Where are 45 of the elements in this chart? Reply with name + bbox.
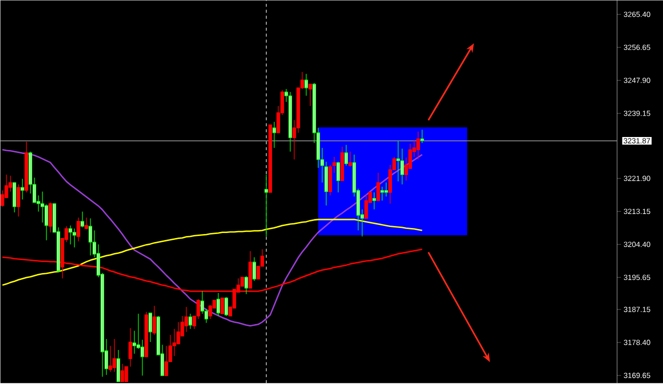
candlestick (48, 202, 52, 233)
candlestick (288, 92, 292, 152)
candlestick (88, 218, 92, 256)
candlestick (144, 312, 148, 358)
candlestick (76, 217, 80, 242)
candlestick (328, 164, 332, 196)
candlestick (376, 172, 380, 202)
candlestick (380, 186, 384, 202)
candlestick (252, 257, 256, 282)
candlestick (148, 312, 152, 343)
candlestick (372, 192, 376, 210)
candlestick (24, 142, 28, 193)
candlestick (244, 276, 248, 295)
candlestick (188, 314, 192, 330)
candlestick (384, 182, 388, 198)
candlestick (12, 182, 16, 213)
candlestick (68, 225, 72, 245)
candlestick (272, 122, 276, 148)
candlestick (324, 162, 328, 206)
candlestick (16, 184, 20, 218)
candlestick (124, 366, 128, 382)
candlestick (340, 146, 344, 182)
candlestick (344, 144, 348, 166)
candlestick (128, 328, 132, 368)
candlestick (216, 292, 220, 317)
candlestick (332, 156, 336, 174)
candlestick (336, 162, 340, 193)
candlestick (308, 84, 312, 107)
candlestick (120, 364, 124, 382)
candlestick (224, 297, 228, 317)
candlestick (416, 132, 420, 160)
candlestick (304, 74, 308, 96)
candlestick (116, 350, 120, 382)
candlestick (420, 130, 424, 144)
candlestick (184, 306, 188, 332)
candlestick (72, 228, 76, 248)
candlestick (80, 211, 84, 228)
candlestick (220, 298, 224, 314)
candlestick (20, 178, 24, 200)
candlestick (84, 217, 88, 230)
candlestick (112, 338, 116, 372)
candlestick (348, 151, 352, 168)
candlestick (396, 140, 400, 182)
candlestick (248, 251, 252, 289)
candlestick (152, 306, 156, 336)
